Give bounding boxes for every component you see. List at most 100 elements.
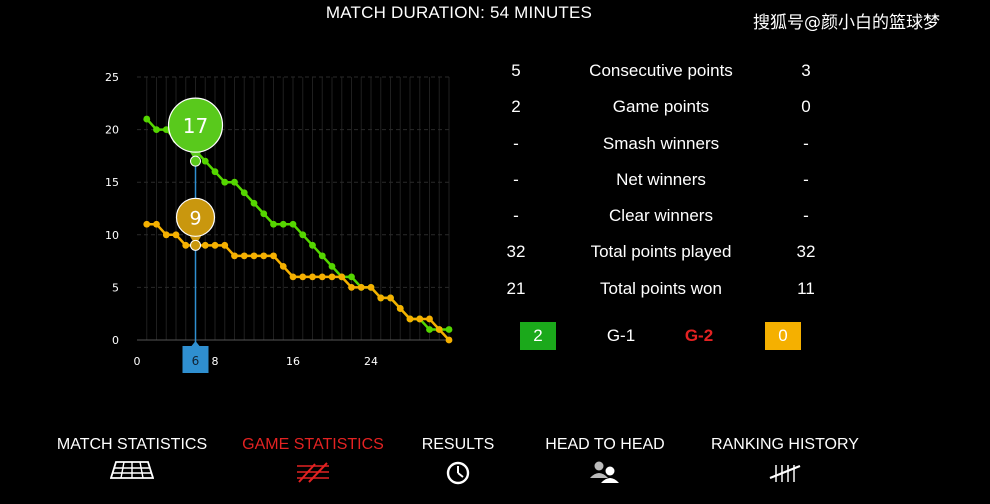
data-point bbox=[162, 231, 170, 239]
data-point bbox=[387, 294, 394, 302]
stat-left-value: 21 bbox=[506, 279, 526, 298]
data-point bbox=[396, 305, 404, 312]
data-point bbox=[318, 273, 326, 281]
stat-label: Smash winners bbox=[602, 134, 720, 153]
stat-left-value: 2 bbox=[511, 97, 521, 116]
data-point bbox=[279, 262, 287, 270]
data-point bbox=[260, 252, 268, 260]
watermark: 搜狐号@颜小白的篮球梦 bbox=[753, 13, 940, 33]
nav-label: GAME STATISTICS bbox=[242, 436, 384, 453]
data-point bbox=[318, 252, 326, 260]
data-point bbox=[338, 273, 346, 281]
data-point bbox=[153, 220, 160, 228]
data-point bbox=[309, 241, 316, 249]
callout-bubble bbox=[175, 197, 216, 237]
data-point bbox=[445, 326, 453, 333]
clock-icon bbox=[446, 461, 470, 485]
right-games-won-badge: 0 bbox=[765, 322, 801, 350]
data-point bbox=[435, 326, 443, 333]
y-tick-label: 0 bbox=[112, 334, 119, 347]
stat-left-value: - bbox=[513, 134, 519, 153]
data-point bbox=[143, 115, 151, 123]
game-1-tab[interactable]: G-1 bbox=[606, 326, 636, 345]
stat-right-value: 0 bbox=[801, 97, 811, 116]
data-point bbox=[250, 199, 258, 207]
stat-row-clear-winners: - Clear winners - bbox=[480, 206, 860, 236]
stat-left-value: 32 bbox=[506, 242, 526, 261]
data-point bbox=[299, 231, 307, 239]
stat-label: Total points won bbox=[600, 279, 722, 298]
data-point bbox=[426, 315, 433, 323]
stat-row-total-points-played: 32 Total points played 32 bbox=[480, 242, 860, 272]
stat-row-game-points: 2 Game points 0 bbox=[480, 97, 860, 127]
stat-right-value: 11 bbox=[797, 279, 815, 298]
data-point bbox=[348, 273, 355, 281]
data-point bbox=[377, 294, 385, 302]
data-point bbox=[416, 315, 424, 323]
nav-label: MATCH STATISTICS bbox=[56, 436, 208, 453]
data-point bbox=[279, 220, 287, 228]
stat-left-value: 5 bbox=[511, 61, 521, 80]
people-icon bbox=[590, 461, 619, 483]
data-point bbox=[348, 284, 355, 291]
data-point bbox=[172, 231, 180, 239]
data-point bbox=[221, 241, 229, 249]
data-point bbox=[153, 126, 160, 133]
left-games-won-badge: 2 bbox=[520, 322, 556, 350]
data-point bbox=[221, 178, 229, 186]
data-point bbox=[260, 210, 268, 218]
stat-row-consecutive-points: 5 Consecutive points 3 bbox=[480, 61, 860, 91]
nav-game-statistics[interactable]: GAME STATISTICS bbox=[235, 436, 391, 484]
stat-row-smash-winners: - Smash winners - bbox=[480, 134, 860, 164]
data-point bbox=[367, 284, 375, 291]
data-point bbox=[328, 273, 336, 281]
data-point bbox=[231, 252, 238, 260]
data-point bbox=[270, 220, 277, 228]
stat-label: Net winners bbox=[616, 170, 706, 189]
data-point bbox=[328, 262, 336, 270]
stat-label: Game points bbox=[612, 97, 710, 116]
data-point bbox=[309, 273, 316, 281]
stat-label: Clear winners bbox=[609, 206, 713, 225]
stat-left-value: - bbox=[513, 206, 519, 225]
court-icon bbox=[110, 461, 154, 479]
data-point bbox=[270, 252, 277, 260]
data-point bbox=[299, 273, 307, 281]
stat-right-value: - bbox=[803, 170, 809, 189]
stat-right-value: 3 bbox=[801, 61, 811, 80]
page-title: MATCH DURATION: 54 MINUTES bbox=[325, 3, 593, 22]
callout-bubble bbox=[167, 97, 224, 153]
nav-label: HEAD TO HEAD bbox=[545, 436, 665, 453]
data-point bbox=[211, 168, 219, 176]
x-tick-label: 0 bbox=[134, 355, 141, 368]
nav-head-to-head[interactable]: HEAD TO HEAD bbox=[535, 436, 675, 484]
callout-label: 17 bbox=[183, 114, 208, 138]
x-tick-label: 24 bbox=[364, 355, 378, 368]
data-point bbox=[289, 273, 297, 281]
data-point bbox=[240, 189, 248, 197]
nav-label: RANKING HISTORY bbox=[711, 436, 859, 453]
data-point bbox=[357, 284, 365, 291]
data-point bbox=[201, 241, 209, 249]
y-tick-label: 15 bbox=[105, 176, 119, 189]
x-tick-label: 16 bbox=[286, 355, 300, 368]
data-point bbox=[240, 252, 248, 260]
stat-right-value: 32 bbox=[796, 242, 816, 261]
nav-match-statistics[interactable]: MATCH STATISTICS bbox=[52, 436, 212, 480]
game-stats-icon bbox=[297, 462, 329, 483]
y-tick-label: 5 bbox=[112, 281, 119, 294]
nav-results[interactable]: RESULTS bbox=[410, 436, 506, 486]
stat-label: Consecutive points bbox=[589, 61, 733, 80]
data-point bbox=[182, 241, 190, 249]
stat-row-net-winners: - Net winners - bbox=[480, 170, 860, 200]
score-progression-chart: 0 5 10 15 20 25 0 8 16 24 6 17 9 bbox=[105, 71, 453, 373]
stat-left-value: - bbox=[513, 170, 519, 189]
nav-ranking-history[interactable]: RANKING HISTORY bbox=[703, 436, 867, 484]
cursor-x-label: 6 bbox=[192, 354, 200, 368]
data-point bbox=[445, 336, 453, 344]
highlighted-point bbox=[190, 239, 201, 251]
game-2-tab[interactable]: G-2 bbox=[684, 326, 714, 345]
data-point bbox=[426, 326, 433, 333]
nav-label: RESULTS bbox=[421, 436, 495, 453]
data-point bbox=[231, 178, 238, 186]
